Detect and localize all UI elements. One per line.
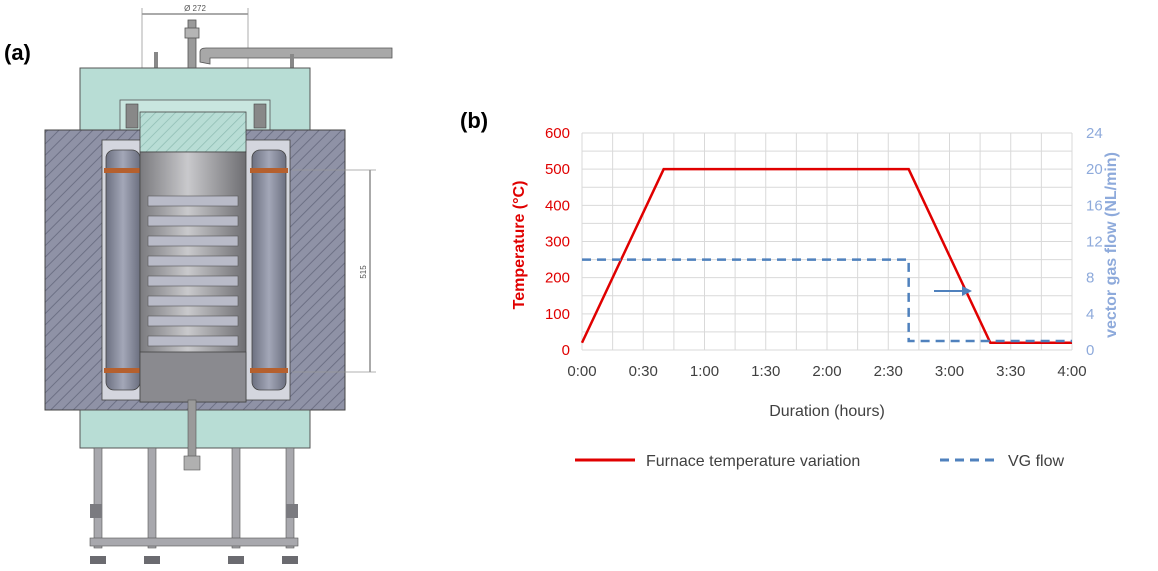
x-axis-title: Duration (hours) <box>769 403 885 420</box>
chart-legend: Furnace temperature variation VG flow <box>575 453 1064 470</box>
x-axis-ticks: 0:00 0:30 1:00 1:30 2:00 2:30 3:00 3:30 4:00 <box>567 363 1086 380</box>
x-tick-label: 1:30 <box>751 363 780 380</box>
furnace-profile-chart: 0 100 200 300 400 500 600 0 4 8 12 16 20 24 0:00 0:30… <box>511 125 1120 470</box>
sample-trays <box>147 195 239 347</box>
x-tick-label: 3:30 <box>996 363 1025 380</box>
legend-label-vg-flow: VG flow <box>1008 453 1064 470</box>
right-tick-label: 0 <box>1086 342 1094 359</box>
right-tick-label: 4 <box>1086 306 1094 323</box>
x-tick-label: 4:00 <box>1057 363 1086 380</box>
right-axis-title: vector gas flow (NL/min) <box>1103 152 1120 338</box>
right-tick-label: 12 <box>1086 234 1103 251</box>
x-tick-label: 3:00 <box>935 363 964 380</box>
x-tick-label: 0:00 <box>567 363 596 380</box>
panel-label-b: (b) <box>460 108 489 133</box>
right-axis-arrow <box>934 286 972 296</box>
x-tick-label: 2:00 <box>812 363 841 380</box>
right-tick-label: 24 <box>1086 125 1103 142</box>
series-line-vg-flow <box>582 258 1072 343</box>
left-tick-label: 200 <box>545 270 570 287</box>
diameter-dimension-label: Ø 272 <box>184 4 206 13</box>
furnace-drawing: Ø 272 515 <box>44 4 393 564</box>
x-tick-label: 2:30 <box>874 363 903 380</box>
right-tick-label: 8 <box>1086 270 1094 287</box>
left-tick-label: 300 <box>545 234 570 251</box>
x-tick-label: 0:30 <box>629 363 658 380</box>
left-tick-label: 400 <box>545 197 570 214</box>
left-tick-label: 0 <box>562 342 570 359</box>
x-tick-label: 1:00 <box>690 363 719 380</box>
chart-series <box>580 167 1072 345</box>
height-dimension-label: 515 <box>359 265 368 279</box>
support-frame <box>89 447 299 564</box>
left-axis-title: Temperature (°C) <box>511 181 528 310</box>
series-line-temperature <box>580 167 1072 345</box>
right-tick-label: 20 <box>1086 161 1103 178</box>
left-axis-ticks: 0 100 200 300 400 500 600 <box>545 125 570 359</box>
height-dimension: 515 <box>292 169 376 373</box>
left-tick-label: 600 <box>545 125 570 142</box>
left-tick-label: 100 <box>545 306 570 323</box>
left-tick-label: 500 <box>545 161 570 178</box>
legend-label-temperature: Furnace temperature variation <box>646 453 860 470</box>
right-tick-label: 16 <box>1086 197 1103 214</box>
panel-label-a: (a) <box>4 40 31 65</box>
right-axis-ticks: 0 4 8 12 16 20 24 <box>1086 125 1103 359</box>
chart-grid <box>581 132 1073 351</box>
